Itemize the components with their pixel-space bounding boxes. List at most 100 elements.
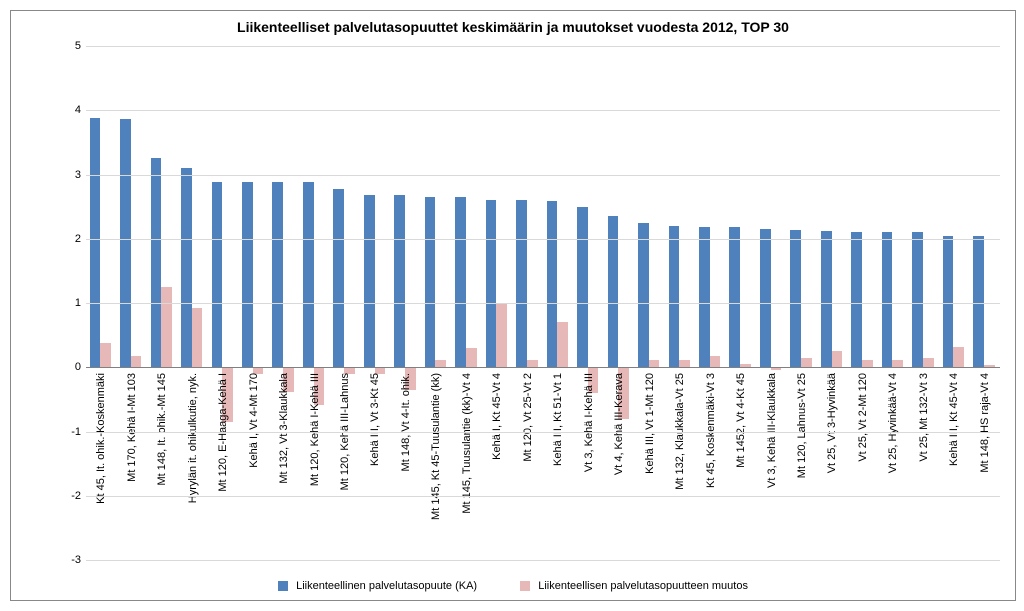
bar-ka [699, 227, 710, 367]
bar-ka [760, 229, 771, 367]
bar-ka [151, 158, 162, 367]
x-category-label: Mt 148, It. ohik.-Mt 145 [156, 373, 168, 486]
bar-ka [547, 201, 558, 367]
legend-item-muutos: Liikenteellisen palvelutasopuutteen muut… [520, 580, 748, 592]
bar-muutos [801, 358, 812, 368]
y-tick-label: 2 [75, 233, 81, 245]
bar-muutos [466, 348, 477, 367]
bar-ka [455, 197, 466, 367]
x-category-label: Mt 148, HS raja-Vt 4 [979, 373, 991, 473]
x-category-label: Mt 148, Vt 4-It. ohik. [400, 373, 412, 471]
grid-line [86, 303, 1000, 304]
y-axis: -3-2-1012345 [51, 46, 86, 560]
bar-muutos [892, 360, 903, 368]
grid-line [86, 560, 1000, 561]
x-category-label: Mt 120, Kehä I-Kehä III [309, 373, 321, 486]
bar-ka [790, 230, 801, 367]
bar-ka [303, 182, 314, 367]
chart-container: Liikenteelliset palvelutasopuuttet keski… [10, 10, 1016, 601]
x-category-label: Kehä III, Vt 3-Kt 45 [369, 373, 381, 466]
x-category-label: Mt 120, Vt 25-Vt 2 [522, 373, 534, 462]
plot-area: -3-2-1012345 Kt 45, It. ohik.-Koskenmäki… [51, 46, 1000, 560]
x-category-label: Mt 120, Lahnus-Vt 25 [796, 373, 808, 478]
bar-muutos [923, 358, 934, 368]
bar-ka [364, 195, 375, 367]
grid-line [86, 175, 1000, 176]
x-category-label: Kehä III, Vt 1-Mt 120 [644, 373, 656, 474]
y-tick-label: -2 [71, 490, 81, 502]
bar-muutos [649, 360, 660, 368]
bar-ka [882, 232, 893, 367]
x-category-label: Mt 1452, Vt 4-Kt 45 [735, 373, 747, 468]
y-tick-label: 5 [75, 40, 81, 52]
bar-muutos [557, 322, 568, 367]
grid-line [86, 46, 1000, 47]
bar-ka [333, 189, 344, 368]
bar-ka [90, 118, 101, 367]
y-tick-label: 3 [75, 169, 81, 181]
x-category-label: Mt 120, E-Haaga-Kehä I [217, 373, 229, 492]
x-category-label: Kehä III, Kt 51-Vt 1 [552, 373, 564, 466]
y-tick-label: 0 [75, 361, 81, 373]
bar-muutos [192, 308, 203, 367]
bar-muutos [710, 356, 721, 368]
bar-ka [516, 200, 527, 367]
bar-muutos [100, 343, 111, 367]
y-tick-label: -1 [71, 426, 81, 438]
x-category-label: Mt 170, Kehä I-Mt 103 [126, 373, 138, 482]
grid-line [86, 496, 1000, 497]
grid-line [86, 110, 1000, 111]
bar-ka [851, 232, 862, 367]
bar-muutos [862, 360, 873, 368]
legend-item-ka: Liikenteellinen palvelutasopuute (KA) [278, 580, 477, 592]
x-category-label: Kehä III, Kt 45-Vt 4 [948, 373, 960, 466]
bar-ka [821, 231, 832, 367]
x-category-label: Vt 3, Kehä I-Kehä III [583, 373, 595, 472]
y-tick-label: 4 [75, 104, 81, 116]
bar-ka [486, 200, 497, 367]
bar-ka [577, 207, 588, 368]
bar-muutos [496, 303, 507, 367]
bar-muutos [679, 360, 690, 368]
bar-muutos [131, 356, 142, 368]
bar-ka [181, 168, 192, 367]
bar-ka [669, 226, 680, 367]
x-category-label: Vt 25, Mt 132-Vt 3 [918, 373, 930, 462]
x-category-label: Vt 25, Hyvinkää-Vt 4 [887, 373, 899, 473]
legend-swatch-ka [278, 581, 288, 591]
bar-ka [212, 182, 223, 367]
legend-swatch-muutos [520, 581, 530, 591]
x-category-label: Kehä I, Vt 4-Mt 170 [248, 373, 260, 468]
zero-line [86, 367, 1000, 368]
bar-ka [912, 232, 923, 367]
x-category-label: Vt 4, Kehä III-Kerava [613, 373, 625, 475]
bar-muutos [435, 360, 446, 368]
bar-ka [425, 197, 436, 367]
bar-ka [729, 227, 740, 367]
bar-ka [242, 182, 253, 367]
x-category-label: Kehä I, Kt 45-Vt 4 [491, 373, 503, 460]
grid-line [86, 432, 1000, 433]
bar-muutos [527, 360, 538, 368]
x-category-label: Mt 145, Tuusulantie (kk)-Vt 4 [461, 373, 473, 514]
bar-muutos [953, 347, 964, 368]
x-category-label: Vt 25, Vt 2-Mt 120 [857, 373, 869, 462]
legend-label-ka: Liikenteellinen palvelutasopuute (KA) [296, 580, 477, 592]
bar-ka [272, 182, 283, 367]
y-tick-label: -3 [71, 554, 81, 566]
bar-ka [973, 236, 984, 368]
bar-muutos [161, 287, 172, 367]
chart-title: Liikenteelliset palvelutasopuuttet keski… [11, 11, 1015, 43]
legend: Liikenteellinen palvelutasopuute (KA) Li… [11, 580, 1015, 592]
bar-ka [638, 223, 649, 368]
legend-label-muutos: Liikenteellisen palvelutasopuutteen muut… [538, 580, 748, 592]
bar-ka [120, 119, 131, 367]
x-category-label: Kt 45, It. ohik.-Koskenmäki [95, 373, 107, 504]
bar-ka [943, 236, 954, 368]
bar-ka [394, 195, 405, 367]
y-tick-label: 1 [75, 297, 81, 309]
x-category-label: Mt 132, Vt 3-Klaukkala [278, 373, 290, 484]
bar-muutos [832, 351, 843, 367]
grid-line [86, 239, 1000, 240]
x-category-label: Vt 25, Vt 3-Hyvinkää [826, 373, 838, 473]
